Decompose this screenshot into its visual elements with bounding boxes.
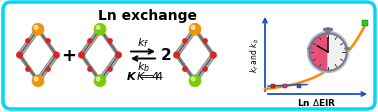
Text: 2: 2 [161, 48, 171, 63]
Circle shape [16, 52, 23, 59]
Circle shape [94, 75, 106, 87]
Circle shape [115, 52, 122, 59]
Circle shape [53, 52, 60, 59]
Text: $k_b$: $k_b$ [136, 60, 149, 74]
Circle shape [307, 32, 349, 73]
Text: Ln $\Delta$EIR: Ln $\Delta$EIR [297, 97, 336, 108]
Text: $k_f$ and $k_b$: $k_f$ and $k_b$ [249, 37, 261, 72]
Circle shape [203, 39, 207, 43]
Circle shape [191, 26, 195, 30]
Circle shape [210, 52, 217, 59]
Circle shape [46, 39, 50, 43]
Text: $= 4$: $= 4$ [142, 69, 164, 81]
FancyBboxPatch shape [3, 3, 375, 109]
Circle shape [108, 39, 112, 43]
Circle shape [191, 77, 195, 81]
Wedge shape [328, 36, 345, 69]
Circle shape [189, 75, 201, 87]
Circle shape [26, 68, 30, 72]
Circle shape [32, 75, 44, 87]
Text: $K$: $K$ [136, 69, 146, 81]
Circle shape [189, 24, 201, 36]
Circle shape [183, 39, 187, 43]
Text: $k_f$: $k_f$ [137, 36, 149, 50]
Circle shape [108, 68, 112, 72]
Circle shape [96, 26, 100, 30]
Text: $\bfit{K}$ = 4: $\bfit{K}$ = 4 [126, 69, 160, 81]
Circle shape [46, 68, 50, 72]
Circle shape [78, 52, 85, 59]
Circle shape [34, 77, 38, 81]
Circle shape [311, 36, 345, 69]
Circle shape [96, 77, 100, 81]
Text: +: + [62, 47, 76, 64]
Text: Ln exchange: Ln exchange [99, 9, 197, 23]
Circle shape [203, 68, 207, 72]
Circle shape [94, 24, 106, 36]
Circle shape [26, 39, 30, 43]
Circle shape [32, 24, 44, 36]
Circle shape [88, 39, 92, 43]
Circle shape [174, 52, 180, 59]
Circle shape [88, 68, 92, 72]
Circle shape [34, 26, 38, 30]
Circle shape [309, 34, 347, 71]
Circle shape [183, 68, 187, 72]
